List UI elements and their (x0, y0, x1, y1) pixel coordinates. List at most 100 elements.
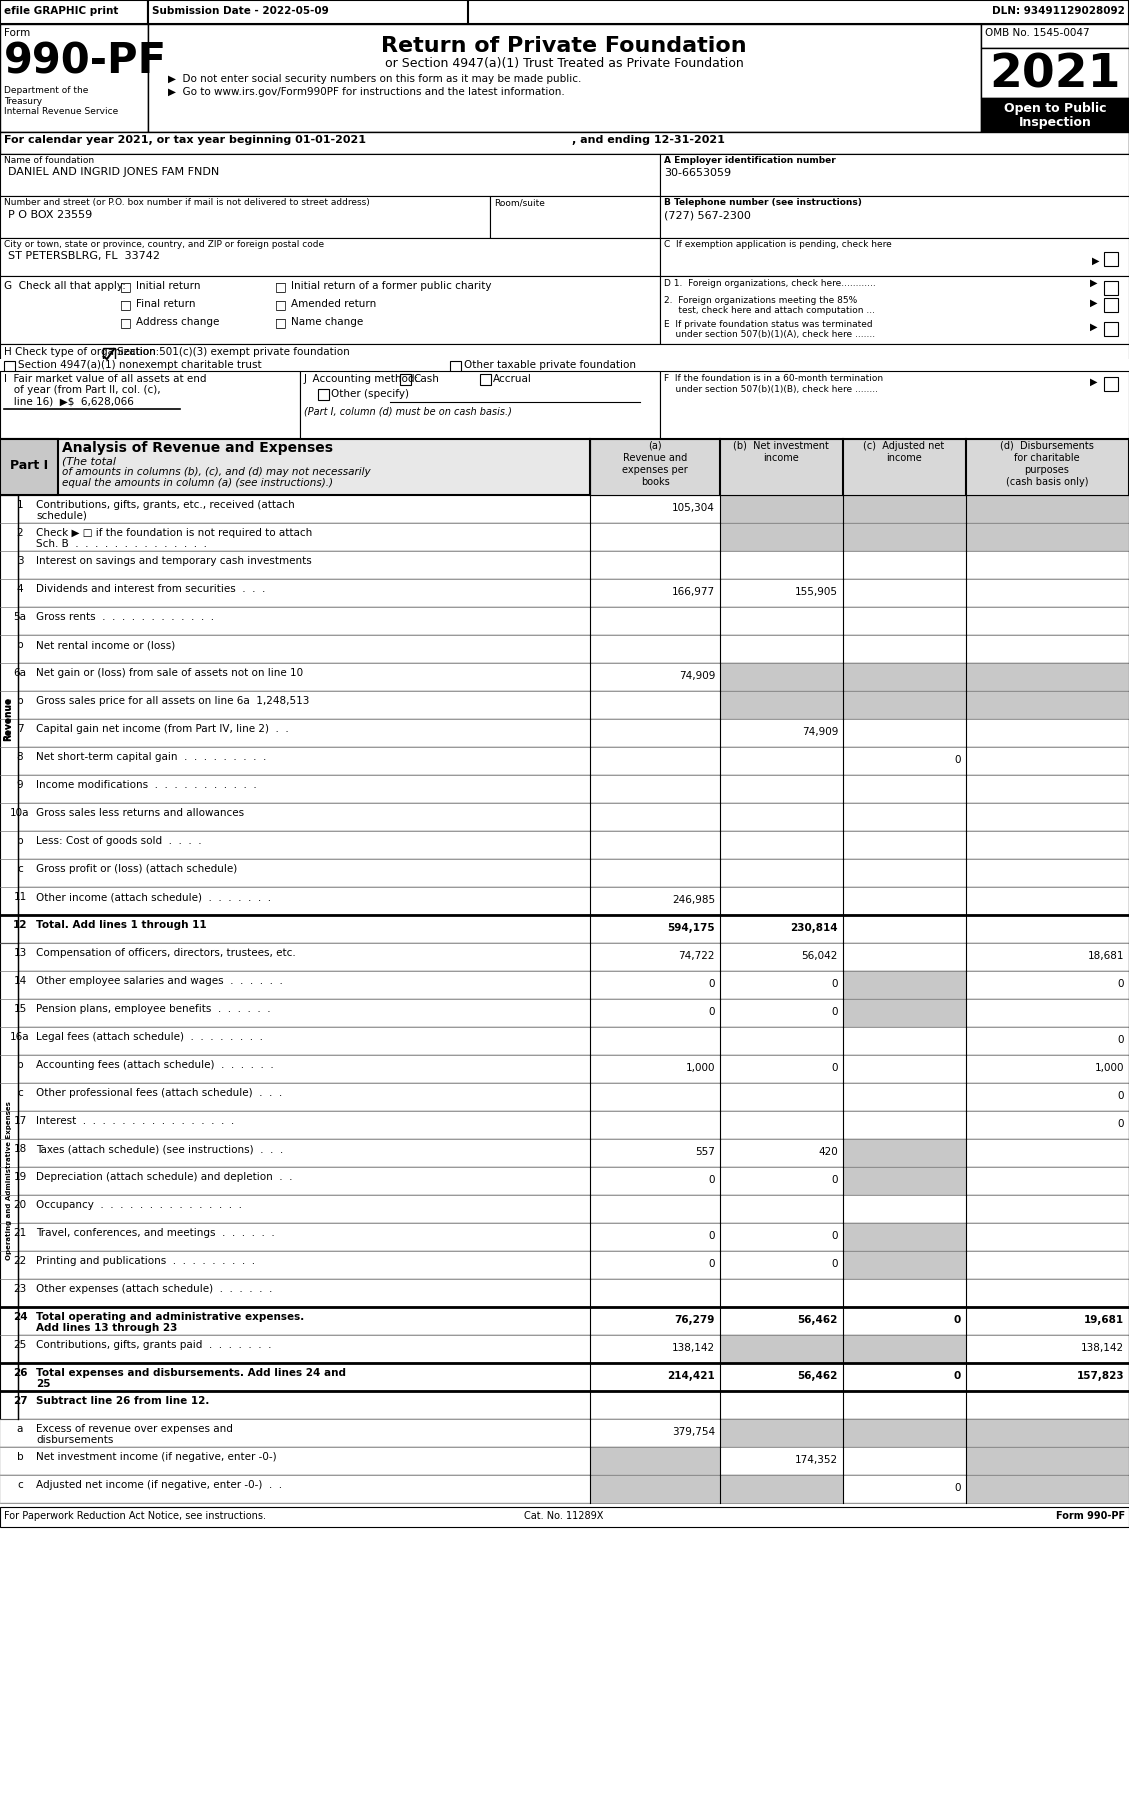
Text: Depreciation (attach schedule) and depletion  .  .: Depreciation (attach schedule) and deple… (36, 1172, 292, 1181)
Text: 105,304: 105,304 (672, 503, 715, 512)
Text: 14: 14 (14, 976, 27, 985)
Text: 4: 4 (17, 584, 24, 593)
Bar (720, 1419, 843, 1447)
Text: Part I: Part I (10, 458, 49, 473)
Text: 23: 23 (14, 1284, 27, 1295)
Bar (400, 374, 411, 385)
Text: 0: 0 (831, 1232, 838, 1241)
Text: Return of Private Foundation: Return of Private Foundation (382, 36, 746, 56)
Bar (0, 1474, 1129, 1503)
Text: F  If the foundation is in a 60-month termination: F If the foundation is in a 60-month ter… (664, 374, 883, 383)
Bar (0, 859, 1129, 886)
Text: 0: 0 (954, 1314, 961, 1325)
Text: Compensation of officers, directors, trustees, etc.: Compensation of officers, directors, tru… (36, 948, 296, 958)
Text: 30-6653059: 30-6653059 (664, 167, 732, 178)
Text: 246,985: 246,985 (672, 895, 715, 904)
Bar (843, 690, 966, 719)
Bar (0, 0, 148, 23)
Bar (0, 663, 1129, 690)
Text: C  If exemption application is pending, check here: C If exemption application is pending, c… (664, 239, 892, 248)
Text: 214,421: 214,421 (667, 1372, 715, 1381)
Text: 74,909: 74,909 (802, 726, 838, 737)
Text: □: □ (275, 316, 287, 329)
Text: Travel, conferences, and meetings  .  .  .  .  .  .: Travel, conferences, and meetings . . . … (36, 1228, 274, 1239)
Text: Other employee salaries and wages  .  .  .  .  .  .: Other employee salaries and wages . . . … (36, 976, 283, 985)
Text: 0: 0 (831, 1259, 838, 1269)
Bar (0, 494, 18, 942)
Bar (0, 155, 660, 196)
Text: D 1.  Foreign organizations, check here............: D 1. Foreign organizations, check here..… (664, 279, 876, 288)
Text: Gross sales price for all assets on line 6a  1,248,513: Gross sales price for all assets on line… (36, 696, 309, 707)
Bar (0, 494, 1129, 523)
Text: E  If private foundation status was terminated: E If private foundation status was termi… (664, 320, 873, 329)
Text: 0: 0 (831, 978, 838, 989)
Text: for charitable: for charitable (1014, 453, 1079, 464)
Text: Address change: Address change (135, 316, 219, 327)
Text: Accrual: Accrual (493, 374, 532, 385)
Bar (480, 374, 491, 385)
Text: ▶: ▶ (1089, 279, 1097, 288)
Bar (0, 1027, 1129, 1055)
Text: Capital gain net income (from Part IV, line 2)  .  .: Capital gain net income (from Part IV, l… (36, 725, 289, 734)
Text: 3: 3 (17, 556, 24, 566)
Text: ▶  Do not enter social security numbers on this form as it may be made public.: ▶ Do not enter social security numbers o… (168, 74, 581, 85)
Text: 19,681: 19,681 (1084, 1314, 1124, 1325)
Text: expenses per: expenses per (622, 466, 688, 475)
Text: 18,681: 18,681 (1087, 951, 1124, 960)
Bar (0, 1419, 1129, 1447)
Bar (148, 23, 981, 131)
Text: under section 507(b)(1)(A), check here .......: under section 507(b)(1)(A), check here .… (664, 331, 875, 340)
Bar (966, 1474, 1129, 1503)
Text: Occupancy  .  .  .  .  .  .  .  .  .  .  .  .  .  .  .: Occupancy . . . . . . . . . . . . . . . (36, 1199, 242, 1210)
Text: Subtract line 26 from line 12.: Subtract line 26 from line 12. (36, 1395, 209, 1406)
Bar (981, 99, 1129, 131)
Bar (0, 1334, 1129, 1363)
Bar (720, 663, 843, 690)
Bar (1104, 280, 1118, 295)
Bar (490, 196, 660, 237)
Text: Excess of revenue over expenses and: Excess of revenue over expenses and (36, 1424, 233, 1435)
Text: Sch. B  .  .  .  .  .  .  .  .  .  .  .  .  .  .: Sch. B . . . . . . . . . . . . . . (36, 539, 207, 548)
Bar (0, 608, 1129, 635)
Bar (0, 831, 1129, 859)
Text: 2021: 2021 (989, 52, 1121, 99)
Bar (981, 49, 1129, 99)
Text: ▶: ▶ (1092, 255, 1100, 266)
Text: , and ending 12-31-2021: , and ending 12-31-2021 (572, 135, 725, 146)
Text: 74,909: 74,909 (679, 671, 715, 681)
Text: Section 501(c)(3) exempt private foundation: Section 501(c)(3) exempt private foundat… (117, 347, 350, 358)
Bar (0, 360, 1129, 370)
Text: equal the amounts in column (a) (see instructions).): equal the amounts in column (a) (see ins… (62, 478, 333, 487)
Text: Amended return: Amended return (291, 298, 376, 309)
Text: H Check type of organization:: H Check type of organization: (5, 347, 159, 358)
Text: b: b (17, 1453, 24, 1462)
Text: 74,722: 74,722 (679, 951, 715, 960)
Text: b: b (17, 696, 24, 707)
Bar (0, 635, 1129, 663)
Text: purposes: purposes (1024, 466, 1069, 475)
Text: Less: Cost of goods sold  .  .  .  .: Less: Cost of goods sold . . . . (36, 836, 202, 847)
Text: 20: 20 (14, 1199, 27, 1210)
Bar (981, 23, 1129, 49)
Bar (660, 155, 1129, 196)
Text: 155,905: 155,905 (795, 586, 838, 597)
Bar (0, 550, 1129, 579)
Bar (0, 196, 490, 237)
Text: Revenue: Revenue (3, 698, 12, 741)
Bar (148, 0, 469, 23)
Text: Gross profit or (loss) (attach schedule): Gross profit or (loss) (attach schedule) (36, 865, 237, 874)
Text: 56,462: 56,462 (797, 1314, 838, 1325)
Bar (0, 1138, 1129, 1167)
Text: 0: 0 (709, 1176, 715, 1185)
Text: DANIEL AND INGRID JONES FAM FNDN: DANIEL AND INGRID JONES FAM FNDN (8, 167, 219, 176)
Text: income: income (886, 453, 922, 464)
Text: c: c (17, 865, 23, 874)
Text: b: b (17, 836, 24, 847)
Text: ▶: ▶ (1089, 322, 1097, 333)
Text: (cash basis only): (cash basis only) (1006, 476, 1088, 487)
Text: 174,352: 174,352 (795, 1455, 838, 1465)
Bar (0, 579, 1129, 608)
Text: 157,823: 157,823 (1076, 1372, 1124, 1381)
Text: 19: 19 (14, 1172, 27, 1181)
Text: (a): (a) (648, 441, 662, 451)
